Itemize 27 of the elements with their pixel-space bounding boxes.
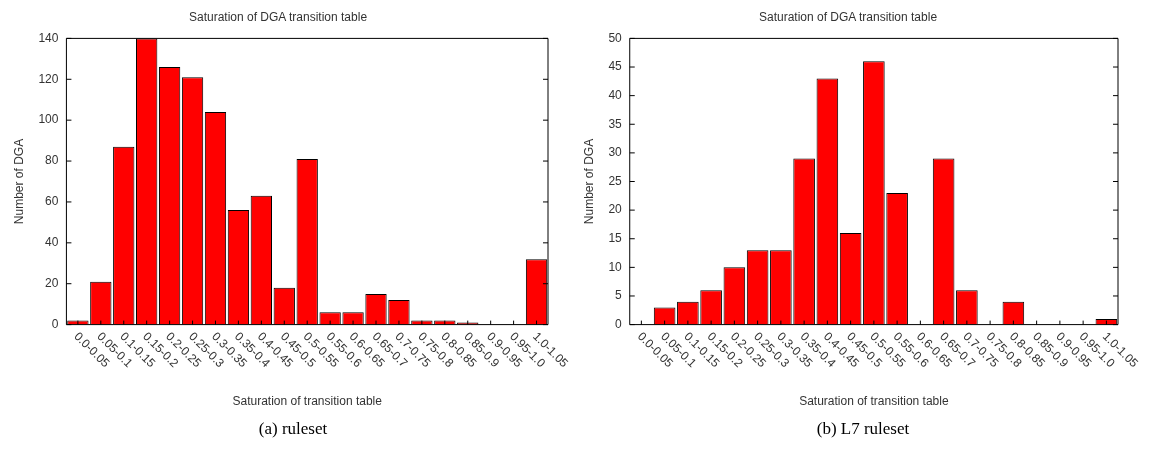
y-tick-label: 40: [608, 87, 623, 102]
text: (b) L7 ruleset: [815, 419, 911, 439]
y-tick-label: 20: [45, 276, 59, 291]
y-tick-label: 40: [45, 235, 59, 250]
y-tick-label: 25: [608, 173, 623, 188]
y-tick-label: 35: [608, 116, 623, 131]
y-tick-label: 50: [608, 30, 623, 45]
chart-title: Saturation of DGA transition table: [188, 9, 368, 24]
y-tick-label: 140: [38, 30, 59, 45]
y-tick-label: 120: [38, 71, 59, 86]
x-axis-title: Saturation of transition table: [799, 394, 949, 409]
x-axis-title: Saturation of transition table: [232, 394, 383, 409]
y-tick-label: 5: [615, 288, 623, 303]
y-tick-label: 30: [608, 145, 623, 160]
y-tick-label: 20: [608, 202, 623, 217]
y-tick-label: 80: [45, 153, 59, 168]
y-tick-label: 0: [51, 316, 59, 331]
y-axis-title: Number of DGA: [11, 138, 26, 225]
y-tick-label: 0: [615, 316, 623, 331]
y-axis-title: Number of DGA: [581, 138, 596, 225]
y-tick-label: 15: [608, 231, 623, 246]
y-tick-label: 60: [45, 194, 59, 209]
y-tick-label: 45: [608, 59, 623, 74]
chart-title: Saturation of DGA transition table: [758, 9, 938, 24]
y-tick-label: 100: [38, 112, 59, 127]
y-tick-label: 10: [608, 259, 623, 274]
text: (a) ruleset: [257, 419, 329, 439]
